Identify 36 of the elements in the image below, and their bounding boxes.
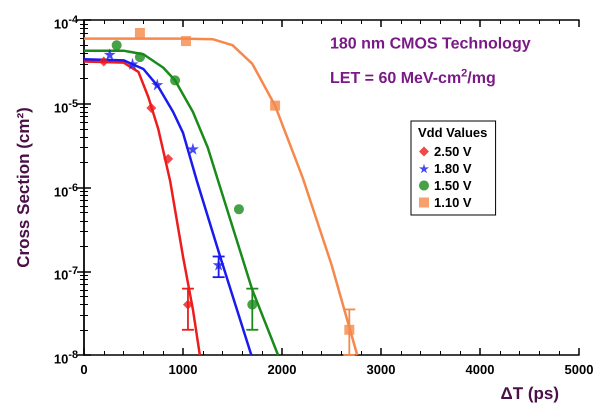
- x-tick-label: 4000: [466, 362, 494, 377]
- point: [126, 58, 139, 70]
- point: [247, 300, 258, 310]
- y-tick-label: 10$^{-8}$: [54, 348, 78, 368]
- point: [104, 48, 116, 60]
- legend-label: 1.50 V: [434, 178, 472, 193]
- x-axis-title: ΔT (ps): [500, 384, 559, 403]
- legend-label: 1.10 V: [434, 195, 472, 210]
- point: [170, 75, 180, 86]
- legend-label: 2.50 V: [434, 144, 472, 159]
- x-tick-label: 1000: [168, 362, 198, 377]
- point: [182, 300, 193, 310]
- point: [134, 52, 145, 62]
- point: [146, 102, 156, 113]
- legend-label: 1.80 V: [434, 161, 472, 176]
- line-series: [82, 60, 202, 356]
- point: [98, 56, 109, 66]
- y-tick-label: 10$^{-6}$: [54, 180, 78, 201]
- y-tick-label: 10$^{-4}$: [54, 13, 78, 34]
- point: [134, 28, 145, 38]
- point: [270, 100, 280, 111]
- x-tick-label: 3000: [366, 362, 396, 377]
- legend-title: Vdd Values: [418, 125, 488, 140]
- x-tick-label: 0: [80, 362, 88, 377]
- y-axis-title: Cross Section (cm²): [14, 107, 33, 268]
- y-tick-label: 10$^{-7}$: [54, 264, 78, 285]
- x-tick-label: 5000: [564, 362, 594, 377]
- annotation: 180 nm CMOS Technology: [330, 36, 531, 52]
- point: [151, 78, 164, 90]
- point: [112, 40, 122, 50]
- x-tick-label: 2000: [268, 362, 296, 377]
- point: [234, 204, 244, 214]
- point: [344, 324, 354, 335]
- point: [163, 154, 174, 164]
- point: [180, 36, 191, 46]
- y-tick-label: 10$^{-5}$: [54, 96, 78, 118]
